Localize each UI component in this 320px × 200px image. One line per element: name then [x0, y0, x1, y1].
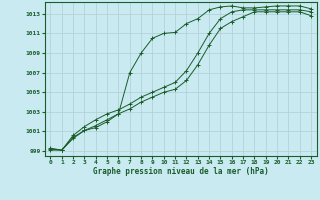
X-axis label: Graphe pression niveau de la mer (hPa): Graphe pression niveau de la mer (hPa) — [93, 167, 269, 176]
